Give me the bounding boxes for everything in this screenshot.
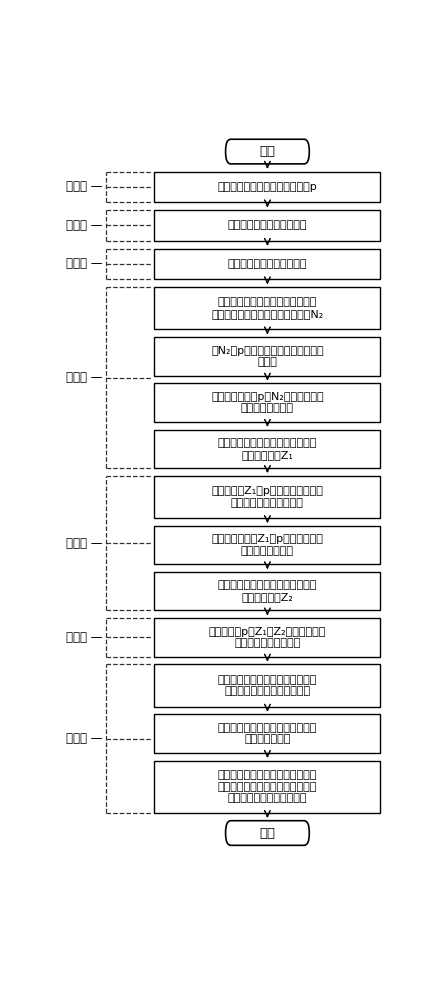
Text: 将N₂和p设为不变量，与不同定子槽
数组合: 将N₂和p设为不变量，与不同定子槽 数组合 bbox=[211, 346, 324, 367]
FancyBboxPatch shape bbox=[226, 821, 309, 845]
Text: 第四步 —: 第四步 — bbox=[66, 371, 102, 384]
Text: 第一步 —: 第一步 — bbox=[66, 180, 102, 193]
FancyBboxPatch shape bbox=[155, 572, 381, 610]
FancyBboxPatch shape bbox=[226, 139, 309, 164]
Text: 在第六步的基础上选择不同绕组型
式并计算气隙磁密谐波畸变率: 在第六步的基础上选择不同绕组型 式并计算气隙磁密谐波畸变率 bbox=[218, 675, 317, 696]
Text: 第五步 —: 第五步 — bbox=[66, 537, 102, 550]
Text: 选择谐波畸变率最低的转子槽数作
为最优转子槽Z₂: 选择谐波畸变率最低的转子槽数作 为最优转子槽Z₂ bbox=[218, 580, 317, 602]
FancyBboxPatch shape bbox=[155, 761, 381, 813]
FancyBboxPatch shape bbox=[155, 476, 381, 518]
Text: 选择谐波畸变率最低的定子槽数作
为最优定子槽Z₁: 选择谐波畸变率最低的定子槽数作 为最优定子槽Z₁ bbox=[218, 438, 317, 460]
Text: 限定五相电机转子槽数范围: 限定五相电机转子槽数范围 bbox=[228, 259, 307, 269]
FancyBboxPatch shape bbox=[155, 172, 381, 202]
Text: 选择谐波畸变率最低的绕组型式作
为最优绕组型式: 选择谐波畸变率最低的绕组型式作 为最优绕组型式 bbox=[218, 723, 317, 744]
FancyBboxPatch shape bbox=[155, 618, 381, 657]
FancyBboxPatch shape bbox=[155, 714, 381, 753]
Text: 限定五相电机定子槽数范围: 限定五相电机定子槽数范围 bbox=[228, 220, 307, 230]
FancyBboxPatch shape bbox=[155, 249, 381, 279]
Text: 结束: 结束 bbox=[260, 827, 276, 840]
FancyBboxPatch shape bbox=[155, 664, 381, 707]
Text: 将确定好的Z₁和p设为不变量，在转
子槽数范围内选择转子槽: 将确定好的Z₁和p设为不变量，在转 子槽数范围内选择转子槽 bbox=[212, 486, 324, 508]
Text: 将确定好的p、Z₁和Z₂进行组合，建
立五相电机槽配合模型: 将确定好的p、Z₁和Z₂进行组合，建 立五相电机槽配合模型 bbox=[209, 627, 326, 648]
FancyBboxPatch shape bbox=[155, 383, 381, 422]
Text: 根据工况要求，选择合适极对数p: 根据工况要求，选择合适极对数p bbox=[218, 182, 318, 192]
Text: 计算并比较相同p和N₂不同定子槽下
的气隙谐波畸变率: 计算并比较相同p和N₂不同定子槽下 的气隙谐波畸变率 bbox=[211, 392, 324, 413]
Text: 开始: 开始 bbox=[260, 145, 276, 158]
FancyBboxPatch shape bbox=[155, 430, 381, 468]
Text: 在限定的转子槽数范围内，选择任
意一个不同定子槽下的共用转子槽N₂: 在限定的转子槽数范围内，选择任 意一个不同定子槽下的共用转子槽N₂ bbox=[211, 297, 324, 319]
Text: 第二步 —: 第二步 — bbox=[66, 219, 102, 232]
FancyBboxPatch shape bbox=[155, 210, 381, 241]
Text: 第三步 —: 第三步 — bbox=[66, 257, 102, 270]
FancyBboxPatch shape bbox=[155, 337, 381, 376]
FancyBboxPatch shape bbox=[155, 526, 381, 564]
Text: 计算并比较相同Z₁和p不同转子槽下
的气隙谐波畸变率: 计算并比较相同Z₁和p不同转子槽下 的气隙谐波畸变率 bbox=[212, 534, 324, 556]
Text: 第六步 —: 第六步 — bbox=[66, 631, 102, 644]
FancyBboxPatch shape bbox=[155, 287, 381, 329]
Text: 第七步 —: 第七步 — bbox=[66, 732, 102, 745]
Text: 将所确定的绕组型式与第六步确定
的槽配合模型进行组合，得到最优
槽配合及绕组型式组合方案: 将所确定的绕组型式与第六步确定 的槽配合模型进行组合，得到最优 槽配合及绕组型式… bbox=[218, 770, 317, 803]
